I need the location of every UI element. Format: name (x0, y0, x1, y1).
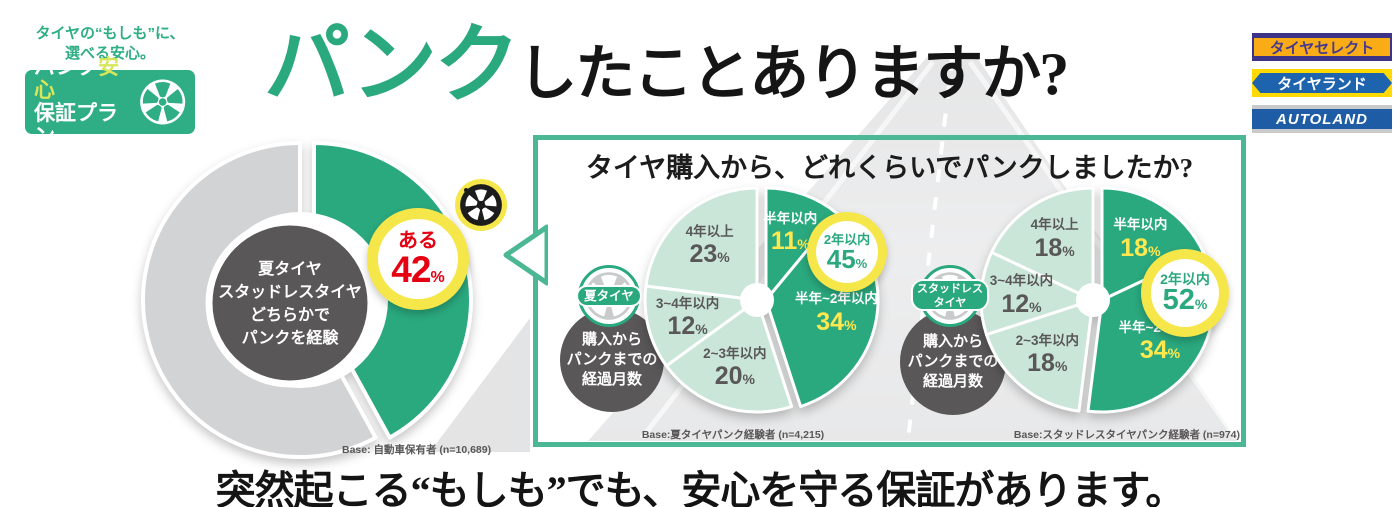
donut-center-circle (205, 218, 375, 388)
logo-word-hosho-plan: 保証プラン (34, 102, 118, 149)
tagline: タイヤの“もしも”に、 選べる安心。 (14, 24, 206, 65)
callout-value: 42% (391, 248, 445, 290)
tire-icon (460, 184, 502, 226)
pie-slice-2~3年以内 (984, 298, 1095, 413)
pie-slice-4年以上 (990, 186, 1095, 302)
bottom-headline: 突然起こる“もしも”でも、安心を守る保証があります。 (215, 468, 1186, 507)
pie-slice-4年以上 (644, 186, 759, 302)
pie-hole (740, 283, 774, 317)
tire-icon-badge (455, 179, 507, 231)
caption-line: 購入から (581, 330, 642, 348)
brand-logo-tire-land: タイヤランド (1252, 69, 1392, 97)
page-title-accent: パンク (264, 17, 520, 113)
pie-hole (1076, 283, 1110, 317)
brand-logo-tire-land-label: タイヤランド (1277, 75, 1367, 93)
road-swoosh (430, 318, 530, 452)
base-note-summer: Base:夏タイヤパンク経験者 (n=4,215) (641, 429, 825, 441)
tagline-line2: 選べる安心。 (64, 45, 155, 63)
studless-tire-pill: スタッドレス タイヤ (911, 279, 989, 311)
summer-tire-pill: 夏タイヤ (576, 285, 642, 307)
callout-label: 2年以内 (1160, 270, 1210, 287)
caption-line: パンクまでの (566, 350, 658, 368)
caption-line: パンクまでの (907, 352, 999, 370)
base-note-studless: Base:スタッドレスタイヤパンク経験者 (n=974) (1013, 429, 1240, 441)
brand-logo-autoland-label: AUTOLAND (1276, 110, 1368, 128)
logo-word-panku: パンク (34, 55, 99, 79)
callout-value: 52% (1162, 283, 1208, 316)
survey-box-title: タイヤ購入から、どれくらいでパンクしましたか? (585, 153, 1194, 183)
pie-slice-3~4年以内 (643, 284, 759, 368)
survey-box-notch (503, 224, 548, 286)
puncture-plan-logo-text: パンク安心 保証プラン (34, 56, 139, 148)
pie-slice-2~3年以内 (664, 298, 794, 414)
callout-label: ある (398, 229, 438, 252)
puncture-plan-logo: パンク安心 保証プラン (25, 56, 195, 148)
summer-callout-badge: 2年以内 45% (807, 212, 887, 292)
pie-slice-半年以内 (1100, 186, 1205, 302)
page-title: パンク したことありますか? (264, 17, 1069, 113)
callout-value: 45% (826, 243, 868, 274)
logo-word-anshin: 安心 (34, 55, 120, 102)
studless-callout-badge: 2年以内 52% (1141, 249, 1229, 337)
brand-logo-tire-select: タイヤセレクト (1252, 33, 1392, 61)
brand-logo-autoland: AUTOLAND (1252, 105, 1392, 133)
pill-line: スタッドレス (917, 283, 983, 295)
caption-line: 購入から (922, 332, 983, 350)
tagline-line1: タイヤの“もしも”に、 (35, 25, 185, 42)
page-title-rest: したことありますか? (517, 41, 1069, 107)
brand-logo-tire-select-label: タイヤセレクト (1269, 39, 1375, 57)
pill-line: タイヤ (933, 296, 967, 309)
survey-box (533, 135, 1246, 447)
pie-chart (979, 186, 1216, 414)
donut-callout-badge: ある 42% (367, 208, 469, 310)
caption-line: 経過月数 (581, 371, 642, 389)
callout-label: 2年以内 (823, 231, 871, 247)
brand-logos: タイヤセレクト タイヤランド AUTOLAND (1252, 33, 1392, 133)
alloy-wheel-icon (139, 79, 185, 125)
caption-line: 経過月数 (922, 373, 983, 391)
base-note-owners: Base: 自動車保有者 (n=10,689) (342, 444, 492, 456)
